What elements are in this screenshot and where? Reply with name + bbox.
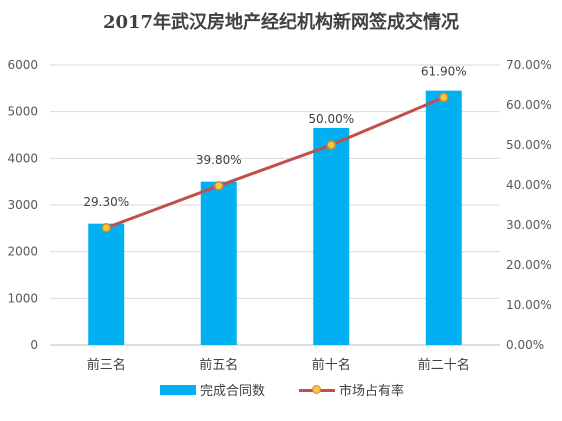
y-right-tick-label: 50.00% (506, 138, 552, 152)
line-point (214, 181, 224, 191)
legend-line-label: 市场占有率 (339, 384, 405, 399)
x-category-label: 前十名 (312, 357, 351, 373)
x-category-label: 前五名 (199, 357, 238, 373)
legend-item-line: 市场占有率 (299, 380, 404, 399)
y-right-tick-label: 10.00% (506, 298, 552, 312)
y-left-tick-label: 5000 (7, 105, 38, 119)
chart-title: 2017年武汉房地产经纪机构新网签成交情况 (102, 12, 460, 33)
axis-labels: 0 1000 2000 3000 4000 5000 6000 0.00% 10.00% 20.0… (7, 58, 551, 373)
data-label: 50.00% (308, 112, 354, 126)
y-right-tick-label: 0.00% (506, 338, 544, 352)
legend-bar-label: 完成合同数 (200, 384, 266, 399)
x-category-label: 前二十名 (418, 357, 470, 373)
data-label: 61.90% (421, 64, 467, 78)
bar (313, 128, 350, 345)
gridlines (50, 64, 500, 346)
data-labels: 29.30% 39.80% 50.00% 61.90% (83, 64, 466, 208)
y-right-tick-label: 20.00% (506, 258, 552, 272)
y-left-tick-label: 4000 (7, 151, 38, 165)
y-right-tick-label: 70.00% (506, 58, 552, 72)
line-point (101, 223, 111, 233)
line-point (439, 92, 449, 103)
bar (88, 223, 125, 345)
y-right-tick-label: 60.00% (506, 98, 552, 112)
legend-bar-swatch (160, 384, 196, 395)
y-left-tick-label: 1000 (7, 291, 38, 305)
legend-line-swatch (299, 384, 336, 395)
y-left-tick-label: 0 (30, 338, 38, 352)
y-right-tick-label: 40.00% (506, 178, 552, 192)
line-series (101, 92, 449, 233)
x-category-label: 前三名 (87, 357, 126, 373)
y-right-tick-label: 30.00% (506, 218, 552, 232)
bar-series (88, 90, 462, 346)
legend-item-bar: 完成合同数 (160, 380, 265, 399)
legend: 完成合同数 市场占有率 (160, 380, 404, 399)
y-left-tick-label: 6000 (7, 58, 38, 72)
y-left-tick-label: 3000 (7, 198, 38, 212)
line-point (326, 140, 336, 150)
line-path (105, 96, 445, 230)
data-label: 39.80% (196, 153, 242, 167)
bar (425, 90, 462, 346)
bar (200, 181, 237, 345)
data-label: 29.30% (83, 195, 129, 209)
y-left-tick-label: 2000 (7, 245, 38, 259)
